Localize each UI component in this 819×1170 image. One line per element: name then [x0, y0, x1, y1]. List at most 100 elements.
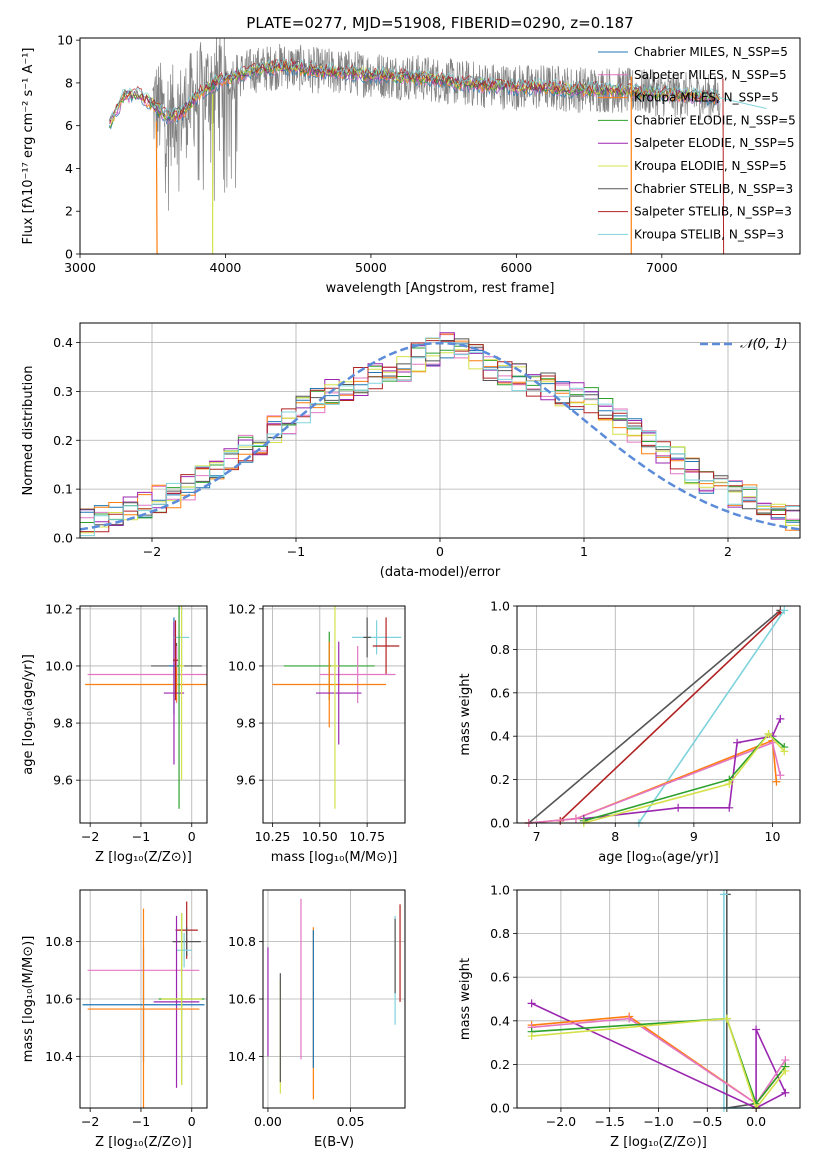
- model-tail: [719, 97, 767, 110]
- mass-weight-line: [528, 609, 781, 824]
- mass-weight-line: [583, 732, 785, 824]
- y-tick-label: 10.6: [228, 992, 256, 1007]
- y-tick-label: 6: [65, 118, 73, 133]
- legend-label: 𝒩(0, 1): [740, 337, 787, 352]
- x-tick-label: 10.25: [255, 829, 291, 844]
- y-tick-label: 1.0: [490, 599, 510, 614]
- legend: Chabrier MILES, N_SSP=5 Salpeter MILES, N…: [598, 45, 796, 241]
- x-axis-label: E(B-V): [314, 1135, 354, 1150]
- z-age-plot-area: [85, 606, 207, 809]
- y-tick-label: 0.4: [490, 1013, 510, 1028]
- legend-label: Kroupa STELIB, N_SSP=3: [634, 227, 784, 241]
- y-tick-label: 4: [65, 161, 73, 176]
- y-tick-label: 9.8: [53, 716, 73, 731]
- residuals-plot-area: [80, 332, 800, 537]
- axes-frame: [79, 37, 801, 255]
- y-tick-label: 10.4: [228, 1049, 256, 1064]
- x-tick-label: 4000: [210, 260, 242, 275]
- y-tick-label: 2: [65, 204, 73, 219]
- x-tick-label: 3000: [64, 260, 96, 275]
- x-tick-label: 9: [690, 829, 698, 844]
- age-weight-chart: 7 8 9 10 0.0 0.2 0.4 0.6 0.8 1.0 age [log₁₀(age/yr…: [458, 599, 801, 865]
- x-tick-label: −1.0: [643, 1114, 673, 1129]
- x-axis-label: wavelength [Angstrom, rest frame]: [326, 281, 555, 296]
- y-tick-label: 10.2: [45, 601, 73, 616]
- x-tick-label: 0: [436, 544, 444, 559]
- y-axis-label: Normed distribution: [21, 366, 36, 496]
- z-mass-plot-area: [82, 901, 205, 1108]
- x-axis-label: Z [log₁₀(Z/Z⊙)]: [610, 1135, 707, 1150]
- mass-weight-line: [583, 732, 785, 822]
- y-tick-label: 0.6: [490, 970, 510, 985]
- x-tick-label: 10.75: [349, 829, 385, 844]
- y-axis-label: mass [log₁₀(M/M⊙)]: [21, 936, 36, 1063]
- x-tick-label: −2.0: [546, 1114, 576, 1129]
- mass-weight-marker: [674, 803, 683, 812]
- residuals-chart: −2 −1 0 1 2 0.0 0.1 0.2 0.3 0.4 (data-model)/error…: [21, 322, 801, 580]
- x-tick-label: 0.00: [254, 1114, 282, 1129]
- mass-weight-line: [531, 1017, 787, 1105]
- model-spectrum: [108, 63, 721, 129]
- mass-weight-line: [725, 894, 757, 1109]
- mass-weight-marker: [752, 1025, 761, 1034]
- legend-label: Kroupa ELODIE, N_SSP=5: [634, 159, 787, 173]
- y-axis-label: mass weight: [458, 673, 473, 755]
- mass-weight-marker: [625, 1014, 634, 1023]
- mass-weight-line: [528, 741, 782, 824]
- y-tick-label: 0.4: [490, 729, 510, 744]
- residual-histogram: [80, 337, 800, 537]
- y-tick-label: 1.0: [490, 883, 510, 898]
- mass-weight-marker: [780, 606, 789, 615]
- axes-frame: [516, 605, 801, 824]
- y-tick-label: 0.2: [490, 1057, 510, 1072]
- x-tick-label: 2: [724, 544, 732, 559]
- y-tick-label: 0.6: [490, 685, 510, 700]
- model-edge: [722, 78, 725, 254]
- z-weight-chart: −2.0 −1.5 −1.0 −0.5 0.0 0.0 0.2 0.4 0.6 0.8 1.0 Z […: [458, 883, 801, 1150]
- legend-label: Kroupa MILES, N_SSP=5: [634, 91, 779, 105]
- y-tick-label: 8: [65, 75, 73, 90]
- y-tick-label: 10: [57, 33, 73, 48]
- y-tick-label: 9.6: [53, 773, 73, 788]
- x-tick-label: 7000: [646, 260, 678, 275]
- mass-weight-marker: [780, 747, 789, 756]
- mass-weight-line: [723, 894, 757, 1109]
- y-tick-label: 10.8: [228, 934, 256, 949]
- x-tick-label: −2: [143, 544, 161, 559]
- x-tick-label: 10.50: [302, 829, 338, 844]
- y-tick-label: 10.0: [228, 658, 256, 673]
- y-tick-label: 10.4: [45, 1049, 73, 1064]
- x-tick-label: −0.5: [692, 1114, 722, 1129]
- x-tick-label: 0: [188, 829, 196, 844]
- spectrum-chart: 3000 4000 5000 6000 7000 0 2 4 6 8 10 wavelength [A…: [21, 33, 801, 296]
- axes-frame: [262, 605, 406, 824]
- legend-label: Chabrier ELODIE, N_SSP=5: [634, 113, 796, 127]
- x-tick-label: 0.0: [746, 1114, 766, 1129]
- x-tick-label: 10: [765, 829, 781, 844]
- mass-weight-marker: [781, 1088, 790, 1097]
- y-tick-label: 9.6: [236, 773, 256, 788]
- legend-label: Salpeter MILES, N_SSP=5: [634, 68, 787, 82]
- x-tick-label: −1.5: [595, 1114, 625, 1129]
- x-tick-label: 5000: [355, 260, 387, 275]
- mass-weight-marker: [776, 714, 785, 723]
- mass-weight-marker: [527, 999, 536, 1008]
- y-tick-label: 0.8: [490, 926, 510, 941]
- legend-label: Chabrier MILES, N_SSP=5: [634, 45, 788, 59]
- ebv-mass-chart: 0.00 0.05 10.4 10.6 10.8 E(B-V): [228, 889, 406, 1150]
- x-tick-label: −1: [132, 1114, 150, 1129]
- legend-label: Salpeter STELIB, N_SSP=3: [634, 205, 792, 219]
- x-axis-label: Z [log₁₀(Z/Z⊙)]: [95, 1135, 192, 1150]
- x-axis-label: (data-model)/error: [380, 565, 501, 580]
- mass-weight-marker: [722, 1014, 731, 1023]
- mass-weight-marker: [725, 803, 734, 812]
- y-tick-label: 0.4: [53, 335, 73, 350]
- mass-age-chart: 10.25 10.50 10.75 9.6 9.8 10.0 10.2 mass [log₁₀…: [228, 601, 406, 865]
- y-axis-label: Flux [fλ10⁻¹⁷ erg cm⁻² s⁻¹ A⁻¹]: [21, 48, 36, 245]
- x-tick-label: −1: [132, 829, 150, 844]
- y-tick-label: 0.8: [490, 642, 510, 657]
- mass-weight-marker: [725, 779, 734, 788]
- x-tick-label: 0.05: [337, 1114, 365, 1129]
